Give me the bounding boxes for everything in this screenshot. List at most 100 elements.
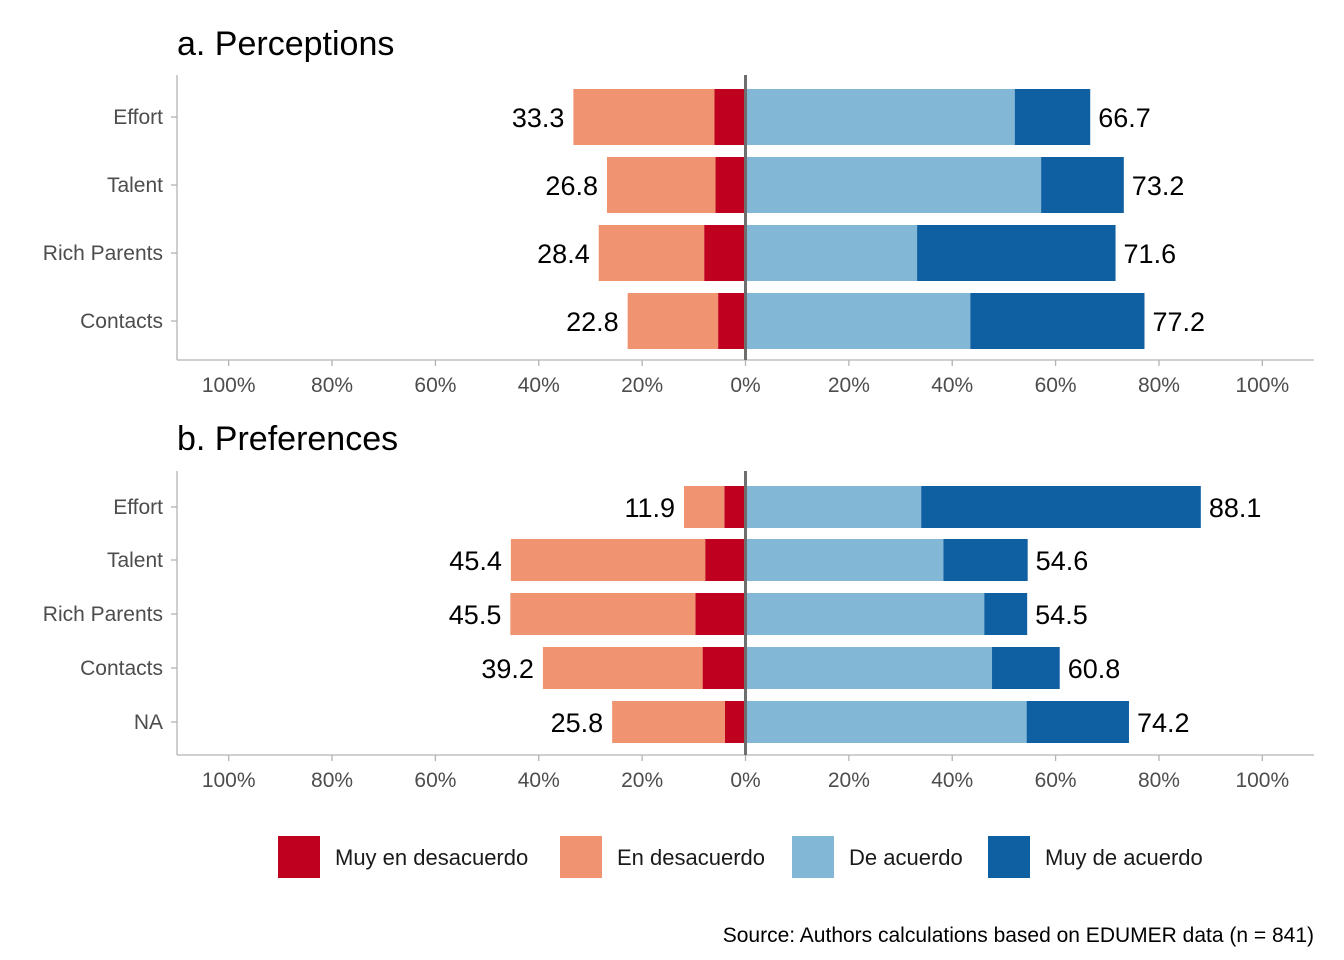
bar-en-desacuerdo-effort (573, 89, 715, 145)
category-label-rich-parents: Rich Parents (43, 603, 163, 626)
source-caption: Source: Authors calculations based on ED… (723, 924, 1314, 947)
bar-muy-de-acuerdo-effort (1014, 89, 1091, 145)
bar-muy-de-acuerdo-na (1026, 701, 1129, 743)
bar-muy-de-acuerdo-effort (921, 486, 1201, 528)
category-label-effort: Effort (113, 496, 163, 519)
bar-muy-de-acuerdo-talent (1041, 157, 1124, 213)
x-tick-label: 80% (1138, 769, 1180, 792)
bar-muy-en-desacuerdo-talent (705, 539, 746, 581)
x-tick-label: 40% (518, 769, 560, 792)
legend-key-muy-de-acuerdo (988, 836, 1030, 878)
data-label-positive-total: 77.2 (1152, 307, 1205, 337)
data-label-negative-total: 45.5 (449, 600, 502, 630)
x-tick-label: 80% (1138, 374, 1180, 397)
x-tick-label: 80% (311, 769, 353, 792)
panel-title: b. Preferences (177, 420, 398, 458)
data-label-negative-total: 25.8 (551, 708, 604, 738)
category-label-effort: Effort (113, 106, 163, 129)
x-tick-label: 60% (1035, 769, 1077, 792)
legend-label-muy-en-desacuerdo: Muy en desacuerdo (335, 845, 528, 870)
bar-de-acuerdo-rich-parents (745, 593, 985, 635)
bar-en-desacuerdo-effort (683, 486, 725, 528)
x-tick-label: 0% (730, 374, 760, 397)
bar-muy-en-desacuerdo-contacts (702, 647, 746, 689)
data-label-positive-total: 60.8 (1068, 654, 1121, 684)
panel-title: a. Perceptions (177, 25, 394, 63)
category-label-contacts: Contacts (80, 657, 163, 680)
bar-muy-en-desacuerdo-contacts (718, 293, 746, 349)
bar-muy-de-acuerdo-talent (943, 539, 1028, 581)
bar-de-acuerdo-talent (745, 539, 944, 581)
bar-muy-de-acuerdo-contacts (970, 293, 1145, 349)
bar-muy-en-desacuerdo-effort (714, 89, 746, 145)
category-label-talent: Talent (107, 549, 163, 572)
panel-perceptions: a. Perceptions 100% 80% 60% 40% 20% 0% 20% 40% 60… (43, 25, 1314, 397)
x-tick-label: 60% (414, 769, 456, 792)
data-label-negative-total: 33.3 (512, 103, 565, 133)
bar-de-acuerdo-contacts (745, 647, 993, 689)
category-label-rich-parents: Rich Parents (43, 242, 163, 265)
x-tick-label: 80% (311, 374, 353, 397)
legend-label-en-desacuerdo: En desacuerdo (617, 845, 765, 870)
legend-label-de-acuerdo: De acuerdo (849, 845, 963, 870)
bar-en-desacuerdo-rich-parents (598, 225, 705, 281)
x-tick-label: 40% (931, 769, 973, 792)
x-tick-label: 20% (828, 374, 870, 397)
x-tick-label: 20% (621, 769, 663, 792)
legend-key-en-desacuerdo (560, 836, 602, 878)
data-label-negative-total: 22.8 (566, 307, 619, 337)
data-label-positive-total: 74.2 (1137, 708, 1190, 738)
category-label-na: NA (134, 711, 163, 734)
bar-muy-en-desacuerdo-rich-parents (704, 225, 746, 281)
legend-label-muy-de-acuerdo: Muy de acuerdo (1045, 845, 1203, 870)
bar-de-acuerdo-contacts (745, 293, 971, 349)
x-tick-label: 100% (202, 769, 256, 792)
category-label-talent: Talent (107, 174, 163, 197)
data-label-positive-total: 88.1 (1209, 493, 1262, 523)
data-label-positive-total: 73.2 (1132, 171, 1185, 201)
data-label-negative-total: 26.8 (545, 171, 598, 201)
bar-de-acuerdo-talent (745, 157, 1042, 213)
category-label-contacts: Contacts (80, 310, 163, 333)
data-label-positive-total: 66.7 (1098, 103, 1151, 133)
bar-muy-en-desacuerdo-talent (715, 157, 746, 213)
legend-key-muy-en-desacuerdo (278, 836, 320, 878)
data-label-negative-total: 45.4 (449, 546, 502, 576)
bar-de-acuerdo-effort (745, 486, 922, 528)
bar-en-desacuerdo-contacts (542, 647, 703, 689)
legend: Muy en desacuerdo En desacuerdo De acuerdo… (278, 836, 1203, 878)
x-tick-label: 60% (1035, 374, 1077, 397)
bar-en-desacuerdo-talent (510, 539, 706, 581)
x-tick-label: 60% (414, 374, 456, 397)
bar-de-acuerdo-rich-parents (745, 225, 918, 281)
x-tick-label: 100% (202, 374, 256, 397)
data-label-positive-total: 71.6 (1124, 239, 1177, 269)
bar-en-desacuerdo-na (612, 701, 725, 743)
bar-muy-en-desacuerdo-effort (724, 486, 746, 528)
data-label-negative-total: 39.2 (481, 654, 534, 684)
legend-key-de-acuerdo (792, 836, 834, 878)
data-label-negative-total: 11.9 (624, 493, 675, 523)
data-label-positive-total: 54.6 (1036, 546, 1089, 576)
bar-muy-de-acuerdo-rich-parents (984, 593, 1028, 635)
x-tick-label: 100% (1235, 374, 1289, 397)
bar-de-acuerdo-effort (745, 89, 1015, 145)
x-tick-label: 20% (621, 374, 663, 397)
bar-muy-de-acuerdo-rich-parents (917, 225, 1116, 281)
x-tick-label: 40% (931, 374, 973, 397)
bar-muy-de-acuerdo-contacts (992, 647, 1060, 689)
bar-de-acuerdo-na (745, 701, 1027, 743)
x-tick-label: 0% (730, 769, 760, 792)
bar-en-desacuerdo-contacts (627, 293, 719, 349)
x-tick-label: 20% (828, 769, 870, 792)
bar-en-desacuerdo-talent (606, 157, 716, 213)
bar-muy-en-desacuerdo-na (724, 701, 746, 743)
data-label-negative-total: 28.4 (537, 239, 590, 269)
panel-preferences: b. Preferences 100% 80% 60% 40% 20% 0% 20% 40% 60… (43, 420, 1314, 792)
x-tick-label: 100% (1235, 769, 1289, 792)
x-tick-label: 40% (518, 374, 560, 397)
data-label-positive-total: 54.5 (1035, 600, 1088, 630)
bar-muy-en-desacuerdo-rich-parents (695, 593, 746, 635)
bar-en-desacuerdo-rich-parents (510, 593, 696, 635)
